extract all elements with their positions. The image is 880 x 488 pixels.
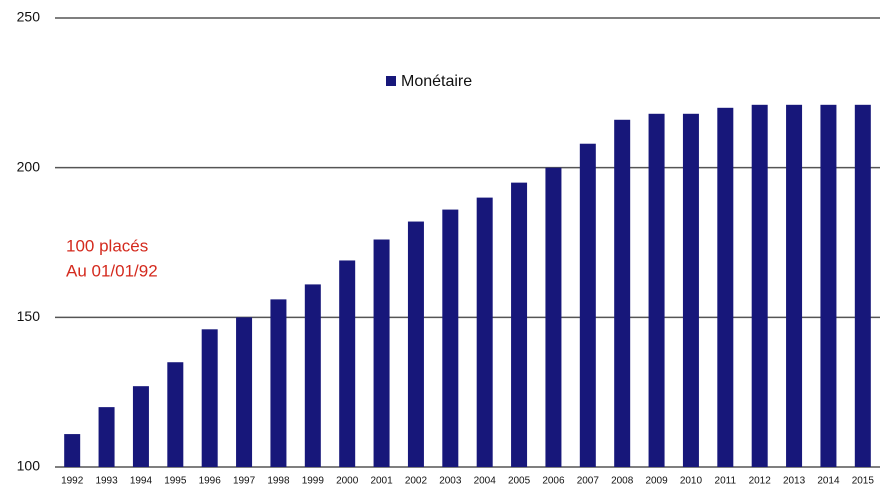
x-tick-label: 2005 — [508, 476, 531, 487]
bar — [64, 434, 81, 467]
x-tick-label: 2013 — [783, 476, 806, 487]
x-tick-label: 1995 — [164, 476, 187, 487]
x-tick-label: 2002 — [405, 476, 428, 487]
bar — [236, 317, 253, 467]
x-tick-label: 2000 — [336, 476, 359, 487]
bar — [98, 407, 115, 467]
bar — [545, 167, 562, 467]
annotation: 100 placés — [66, 236, 148, 255]
bar — [579, 143, 596, 467]
bar — [201, 329, 218, 467]
bar — [511, 182, 528, 467]
legend-label: Monétaire — [401, 73, 472, 90]
x-tick-label: 1992 — [61, 476, 84, 487]
x-tick-label: 1994 — [130, 476, 153, 487]
x-tick-label: 2012 — [749, 476, 772, 487]
x-tick-label: 1996 — [199, 476, 222, 487]
x-tick-label: 2015 — [852, 476, 875, 487]
x-tick-label: 2001 — [370, 476, 393, 487]
bar — [442, 209, 459, 467]
x-tick-label: 2006 — [542, 476, 565, 487]
bar — [132, 386, 149, 467]
x-tick-label: 2011 — [715, 476, 737, 487]
bar — [854, 104, 871, 467]
legend-swatch — [386, 76, 396, 86]
x-tick-label: 1999 — [302, 476, 325, 487]
x-tick-label: 2004 — [474, 476, 497, 487]
x-tick-label: 1998 — [267, 476, 290, 487]
bar — [407, 221, 424, 467]
x-tick-label: 2009 — [645, 476, 668, 487]
y-tick-label: 150 — [17, 308, 41, 324]
y-tick-label: 250 — [17, 9, 41, 25]
bar — [476, 197, 493, 467]
y-tick-label: 200 — [17, 158, 41, 174]
x-tick-label: 2003 — [439, 476, 462, 487]
y-tick-label: 100 — [17, 458, 41, 474]
annotation: Au 01/01/92 — [66, 261, 158, 280]
bar — [373, 239, 390, 467]
x-tick-label: 2014 — [817, 476, 840, 487]
bar — [648, 113, 665, 467]
bar — [751, 104, 768, 467]
x-tick-label: 2008 — [611, 476, 634, 487]
bar — [304, 284, 321, 467]
x-tick-label: 1993 — [95, 476, 118, 487]
x-tick-label: 1997 — [233, 476, 256, 487]
bar — [339, 260, 356, 467]
x-tick-label: 2010 — [680, 476, 703, 487]
x-tick-label: 2007 — [577, 476, 600, 487]
bar — [682, 113, 699, 467]
bar — [717, 107, 734, 468]
bar — [270, 299, 287, 467]
bar — [614, 119, 631, 468]
bar — [820, 104, 837, 467]
bar — [167, 362, 184, 467]
bar — [786, 104, 803, 467]
